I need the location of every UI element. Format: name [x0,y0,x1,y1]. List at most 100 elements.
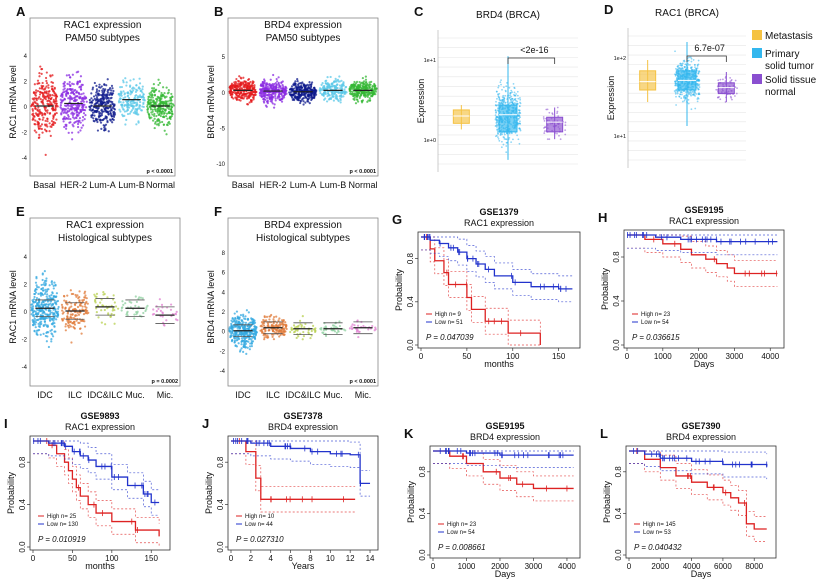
data-point [104,110,107,113]
data-point [247,311,250,314]
data-point [110,93,114,96]
data-point [270,313,273,317]
data-point [131,87,134,90]
data-point [103,129,106,132]
data-point [152,114,156,118]
data-point [76,80,80,83]
data-point [501,133,503,136]
data-point [70,341,73,344]
data-point [252,90,255,94]
data-point [281,80,284,83]
chart-title: RAC1 expression [64,20,142,31]
data-point [41,131,44,134]
data-point [45,92,48,95]
data-point [156,95,159,98]
data-point [542,116,545,118]
data-point [52,319,55,322]
data-point [167,120,171,124]
data-point [239,83,242,87]
significance-bracket [686,55,727,62]
data-point [63,299,66,302]
data-point [67,117,70,120]
data-point [338,320,341,323]
data-point [125,99,128,103]
data-point [162,323,165,326]
data-point [163,129,166,132]
data-point [167,107,170,110]
x-tick-label: IDC [37,390,53,400]
data-point [501,140,503,143]
data-point [500,79,502,82]
x-tick-label: 1000 [654,352,672,361]
data-point [518,142,521,145]
data-point [373,87,376,90]
y-tick-label: 1e+0 [424,138,436,144]
data-point [266,336,269,339]
data-point [60,303,64,306]
data-point [35,312,38,316]
legend-label: Metastasis [765,31,813,42]
data-point [298,88,301,91]
data-point [281,87,284,90]
data-point [88,105,91,108]
data-point [506,81,508,84]
legend-high: High n= 23 [641,312,671,318]
data-point [35,89,38,92]
data-point [145,306,148,309]
data-point [175,310,178,313]
data-point [169,111,172,115]
data-point [66,107,70,110]
data-point [244,330,247,334]
data-point [332,93,336,96]
data-point [100,321,103,324]
data-point [273,330,276,333]
data-point [494,109,497,112]
data-point [54,106,57,109]
data-point [278,91,281,94]
data-point [122,101,125,104]
data-point [510,89,513,92]
box [717,82,735,95]
data-point [130,104,133,108]
data-point [55,295,58,298]
data-point [137,113,140,116]
data-point [505,132,508,135]
data-point [39,323,42,326]
data-point [311,81,314,84]
data-point [151,103,155,106]
chart-subtitle: RAC1 expression [65,422,135,432]
data-point [33,317,36,320]
data-point [295,89,298,92]
data-point [79,110,83,113]
data-point [49,313,52,316]
data-point [361,99,365,102]
data-point [308,96,311,100]
data-point [40,72,43,76]
data-point [70,131,74,134]
data-point [50,102,53,105]
x-tick-label: 3000 [726,352,744,361]
data-point [47,99,50,102]
data-point [35,131,38,134]
x-tick-label: 12 [346,554,355,563]
data-point [294,80,297,83]
data-point [63,107,66,111]
data-point [38,310,42,313]
data-point [237,79,240,83]
data-point [564,121,567,124]
data-point [502,143,505,146]
data-point [278,323,281,326]
data-point [81,119,84,122]
data-point [681,67,684,70]
data-point [675,95,677,98]
data-point [235,98,239,101]
data-point [52,335,55,338]
data-point [170,106,173,109]
data-point [235,77,238,81]
data-point [166,103,169,106]
data-point [509,92,512,94]
data-point [235,310,239,313]
data-point [52,308,55,311]
data-point [357,83,360,86]
data-point [340,92,343,95]
